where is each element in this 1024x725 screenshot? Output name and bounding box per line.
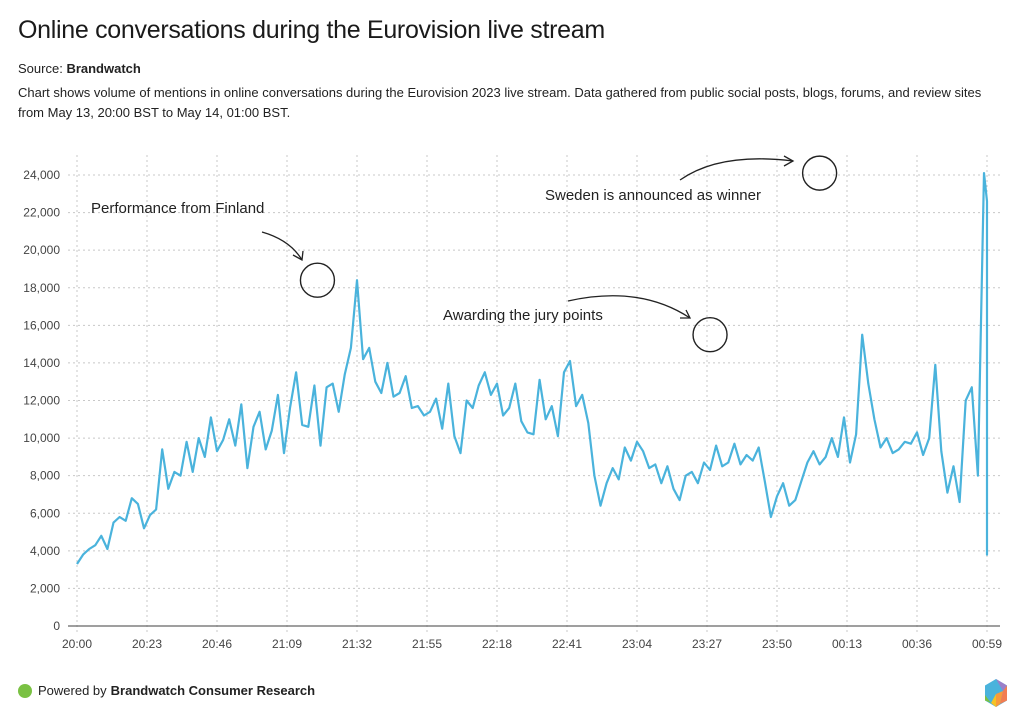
annotation-label: Performance from Finland	[91, 200, 264, 217]
arrow-head-icon	[680, 309, 692, 319]
x-tick-label: 20:00	[62, 637, 92, 651]
source-name: Brandwatch	[66, 61, 141, 76]
annotation-arrow	[567, 295, 691, 319]
y-tick-label: 2,000	[30, 581, 60, 595]
annotation-circle	[692, 317, 728, 353]
x-tick-label: 00:59	[972, 637, 1002, 651]
annotation-arrow	[679, 158, 794, 181]
x-tick-label: 23:50	[762, 637, 792, 651]
brand-dot-icon	[18, 683, 32, 698]
y-tick-label: 8,000	[30, 469, 60, 483]
x-axis: 20:00 20:23 20:46 21:09 21:32 21:55 22:18 22:41…	[62, 625, 1002, 651]
x-tick-label: 21:09	[272, 637, 302, 651]
series-layer	[76, 172, 989, 565]
x-tick-label: 20:46	[202, 637, 232, 651]
annotation-label: Sweden is announced as winner	[545, 187, 761, 204]
y-tick-label: 24,000	[23, 168, 60, 182]
annotation-circle	[801, 155, 838, 191]
annotations: Performance from Finland Awarding the jur…	[91, 155, 838, 353]
annotation-label: Awarding the jury points	[443, 307, 603, 324]
x-tick-label: 21:55	[412, 637, 442, 651]
y-tick-label: 16,000	[23, 318, 60, 332]
y-tick-label: 20,000	[23, 243, 60, 257]
annotation-circle	[299, 262, 336, 298]
grid	[68, 155, 1000, 632]
x-tick-label: 00:36	[902, 637, 932, 651]
source-prefix: Source:	[18, 61, 63, 76]
y-tick-label: 6,000	[30, 506, 60, 520]
x-tick-label: 23:04	[622, 637, 652, 651]
x-tick-label: 21:32	[342, 637, 372, 651]
y-tick-label: 14,000	[23, 356, 60, 370]
x-tick-label: 23:27	[692, 637, 722, 651]
series-line-mentions	[76, 172, 989, 565]
y-tick-label: 10,000	[23, 431, 60, 445]
y-tick-label: 22,000	[23, 206, 60, 220]
annotation-arrow	[261, 231, 303, 261]
chart-title: Online conversations during the Eurovisi…	[18, 16, 605, 44]
x-tick-label: 20:23	[132, 637, 162, 651]
x-tick-label: 00:13	[832, 637, 862, 651]
chart-description: Chart shows volume of mentions in online…	[18, 85, 982, 120]
y-tick-label: 4,000	[30, 544, 60, 558]
powered-prefix: Powered by	[38, 683, 107, 698]
y-axis: 0 2,000 4,000 6,000 8,000 10,000 12,000 14,000 1…	[23, 168, 60, 633]
y-tick-label: 12,000	[23, 394, 60, 408]
source-line: Source: Brandwatch	[18, 61, 141, 76]
y-tick-label: 18,000	[23, 281, 60, 295]
footer: Powered by Brandwatch Consumer Research	[18, 683, 315, 698]
x-tick-label: 22:41	[552, 637, 582, 651]
arrow-head-icon	[783, 155, 795, 167]
powered-name: Brandwatch Consumer Research	[110, 683, 316, 698]
brandwatch-logo-icon	[985, 679, 1007, 707]
arrow-head-icon	[292, 250, 304, 262]
y-tick-label: 0	[53, 619, 60, 633]
x-tick-label: 22:18	[482, 637, 512, 651]
